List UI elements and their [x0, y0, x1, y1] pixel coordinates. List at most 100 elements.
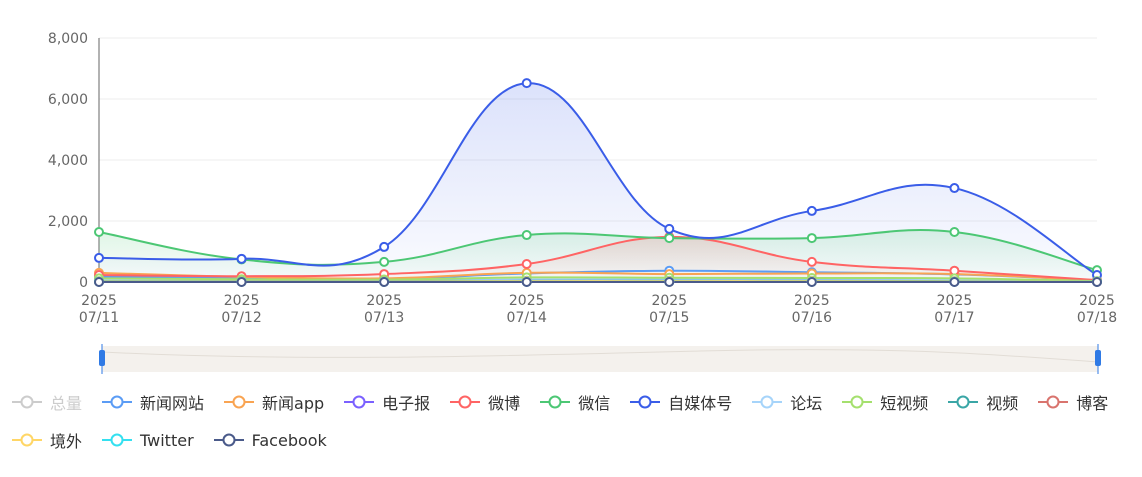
legend-label: 短视频	[880, 394, 929, 413]
x-tick-label: 2025 07/18	[1077, 293, 1117, 326]
datazoom-slider[interactable]	[99, 344, 1101, 374]
legend-label: 新闻网站	[140, 394, 205, 413]
series-line	[98, 82, 1098, 276]
x-tick-line: 07/13	[364, 310, 404, 326]
x-tick-line: 2025	[937, 293, 973, 309]
datazoom-handle[interactable]	[1095, 350, 1101, 366]
legend-item[interactable]: 新闻app	[224, 390, 324, 414]
x-tick-line: 2025	[366, 293, 402, 309]
data-point	[236, 277, 247, 287]
datazoom-track	[102, 346, 1098, 372]
y-tick-label: 6,000	[48, 92, 88, 108]
x-tick-line: 07/14	[507, 310, 547, 326]
legend-label: 新闻app	[262, 394, 325, 413]
x-tick-label: 2025 07/13	[364, 293, 404, 326]
data-point	[664, 233, 675, 244]
data-point	[949, 226, 960, 237]
legend-line-circle-icon	[12, 395, 42, 409]
x-tick-label: 2025 07/15	[649, 293, 689, 326]
legend-item[interactable]: Facebook	[213, 428, 327, 452]
legend-line-circle-icon	[752, 395, 783, 409]
legend-line-circle-icon	[630, 395, 661, 409]
x-tick-line: 2025	[509, 293, 545, 309]
x-tick-line: 07/16	[792, 310, 832, 326]
data-point	[379, 241, 390, 252]
legend-label: 论坛	[790, 394, 823, 413]
datazoom-preview	[101, 349, 1099, 363]
data-point	[521, 78, 532, 89]
data-point	[664, 277, 675, 287]
data-point	[379, 256, 390, 267]
legend-line-circle-icon	[842, 395, 873, 409]
legend-label: 视频	[986, 394, 1019, 413]
y-tick-label: 4,000	[48, 153, 88, 169]
legend-item[interactable]: 微博	[450, 390, 520, 414]
legend-label: 总量	[50, 394, 83, 413]
x-tick-line: 07/15	[649, 310, 689, 326]
data-point	[236, 253, 247, 264]
datazoom-handle[interactable]	[99, 350, 105, 366]
x-tick-line: 2025	[794, 293, 830, 309]
legend-item[interactable]: 微信	[540, 390, 610, 414]
x-tick-line: 2025	[651, 293, 687, 309]
series-area	[99, 83, 1097, 283]
legend-label: 电子报	[382, 394, 431, 413]
data-point	[664, 223, 675, 234]
data-point	[94, 277, 104, 287]
x-tick-label: 2025 07/12	[221, 293, 261, 326]
x-tick-line: 07/11	[79, 310, 119, 326]
y-tick-label: 0	[79, 275, 88, 291]
y-tick-label: 2,000	[48, 214, 88, 230]
legend-label: Twitter	[140, 430, 194, 450]
legend-line-circle-icon	[102, 433, 133, 447]
legend: 总量 新闻网站 新闻app 电子报 微博 微信 自媒体号 论坛 短视频 视频 博客境外 Twitter…	[12, 390, 1142, 452]
series-line	[98, 271, 1098, 282]
x-tick-line: 2025	[1079, 293, 1115, 309]
data-point	[94, 226, 104, 237]
legend-item[interactable]: 自媒体号	[630, 390, 732, 414]
legend-line-circle-icon	[224, 395, 255, 409]
legend-item[interactable]: 境外	[12, 428, 82, 452]
y-tick-label: 8,000	[48, 31, 88, 47]
legend-item[interactable]: 博客	[1038, 390, 1108, 414]
data-point	[806, 277, 817, 287]
legend-line-circle-icon	[344, 395, 375, 409]
legend-label: 微信	[578, 394, 611, 413]
legend-item[interactable]: 论坛	[752, 390, 822, 414]
data-point	[521, 230, 532, 241]
data-point	[806, 256, 817, 267]
legend-label: Facebook	[251, 430, 327, 450]
series-line	[98, 276, 1098, 283]
x-tick-label: 2025 07/14	[507, 293, 547, 326]
legend-item[interactable]: 总量	[12, 390, 82, 414]
x-tick-line: 07/18	[1077, 310, 1117, 326]
data-point	[949, 183, 960, 194]
series-line	[98, 229, 1098, 272]
x-tick-line: 2025	[81, 293, 117, 309]
legend-line-circle-icon	[450, 395, 481, 409]
data-point	[521, 259, 532, 270]
legend-item[interactable]: 视频	[948, 390, 1018, 414]
legend-label: 自媒体号	[668, 394, 733, 413]
series-area	[99, 236, 1097, 282]
legend-label: 微博	[488, 394, 521, 413]
legend-item[interactable]: 新闻网站	[102, 390, 204, 414]
x-tick-label: 2025 07/11	[79, 293, 119, 326]
legend-line-circle-icon	[12, 433, 42, 447]
data-point	[806, 233, 817, 244]
data-point	[94, 252, 104, 263]
legend-line-circle-icon	[1038, 395, 1069, 409]
x-tick-label: 2025 07/17	[934, 293, 974, 326]
x-tick-line: 07/12	[221, 310, 261, 326]
x-tick-line: 2025	[224, 293, 260, 309]
data-point	[1092, 277, 1102, 287]
legend-item[interactable]: 电子报	[344, 390, 430, 414]
x-tick-line: 07/17	[934, 310, 974, 326]
data-point	[806, 205, 817, 216]
legend-item[interactable]: Twitter	[102, 428, 194, 452]
legend-label: 境外	[50, 432, 83, 451]
legend-item[interactable]: 短视频	[842, 390, 928, 414]
data-point	[949, 277, 960, 287]
